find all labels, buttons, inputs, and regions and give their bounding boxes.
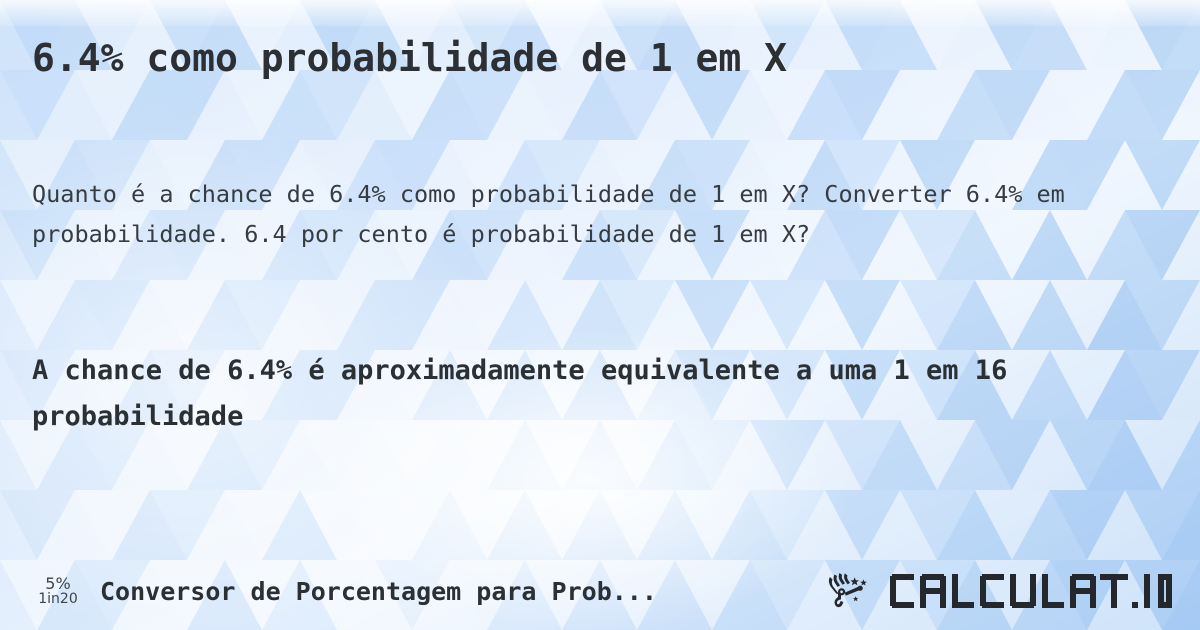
footer-tool-title[interactable]: Conversor de Porcentagem para Prob... bbox=[100, 576, 657, 606]
badge-ratio-label: 1in20 bbox=[38, 591, 78, 608]
badge-percent-label: 5% bbox=[45, 573, 71, 593]
footer-bar: 5% 1in20 Conversor de Porcentagem para P… bbox=[0, 552, 1200, 630]
percent-ratio-icon: 5% 1in20 bbox=[30, 575, 86, 607]
page-title: 6.4% como probabilidade de 1 em X bbox=[32, 36, 787, 80]
footer-left-group[interactable]: 5% 1in20 Conversor de Porcentagem para P… bbox=[30, 575, 808, 607]
hand-magic-wand-icon bbox=[828, 573, 867, 608]
brand-wordmark bbox=[890, 574, 1172, 608]
answer-statement: A chance de 6.4% é aproximadamente equiv… bbox=[32, 355, 1008, 432]
brand-logo[interactable] bbox=[826, 571, 1172, 611]
intro-paragraph: Quanto é a chance de 6.4% como probabili… bbox=[32, 180, 1065, 248]
